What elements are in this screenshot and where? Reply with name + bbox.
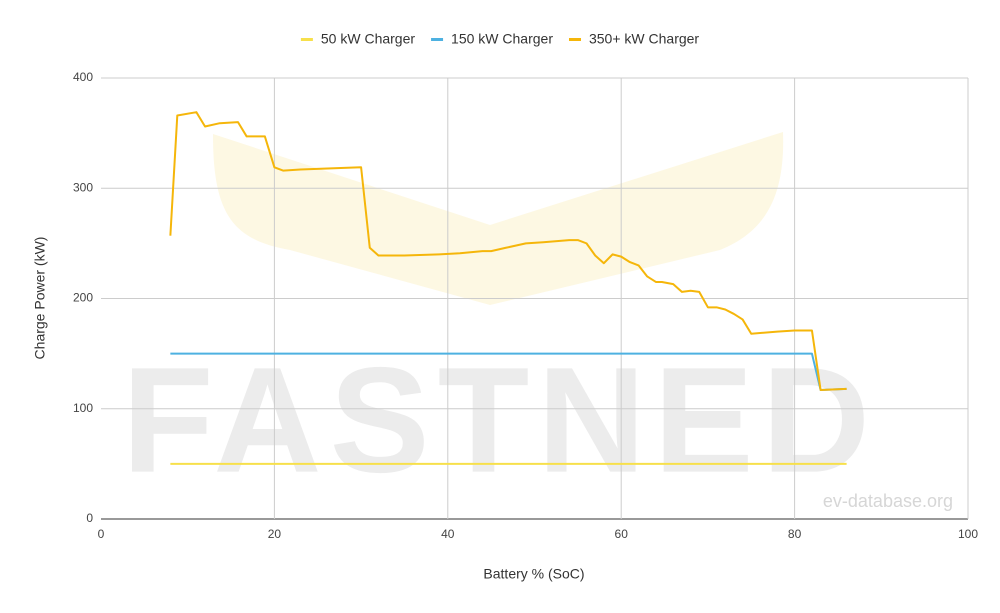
x-tick-label: 60 (615, 527, 629, 541)
legend-label: 50 kW Charger (321, 31, 415, 47)
x-tick-label: 80 (788, 527, 802, 541)
x-tick-label: 20 (268, 527, 282, 541)
watermark: FASTNED (122, 336, 878, 504)
legend-swatch (300, 38, 313, 41)
y-tick-label: 300 (73, 180, 93, 194)
x-axis-title: Battery % (SoC) (483, 566, 584, 582)
legend-label: 150 kW Charger (451, 31, 553, 47)
logo-background (213, 132, 784, 305)
y-tick-label: 200 (73, 291, 93, 305)
x-tick-label: 100 (958, 527, 978, 541)
series-line (169, 111, 847, 392)
legend-swatch (431, 38, 444, 41)
y-tick-label: 0 (86, 511, 93, 525)
legend-swatch (568, 38, 581, 41)
y-tick-label: 100 (73, 401, 93, 415)
y-axis-title: Charge Power (kW) (32, 237, 48, 360)
legend-label: 350+ kW Charger (589, 31, 699, 47)
y-tick-label: 400 (73, 70, 93, 84)
x-tick-label: 0 (98, 527, 105, 541)
x-tick-label: 40 (441, 527, 455, 541)
credit: ev-database.org (823, 491, 953, 511)
